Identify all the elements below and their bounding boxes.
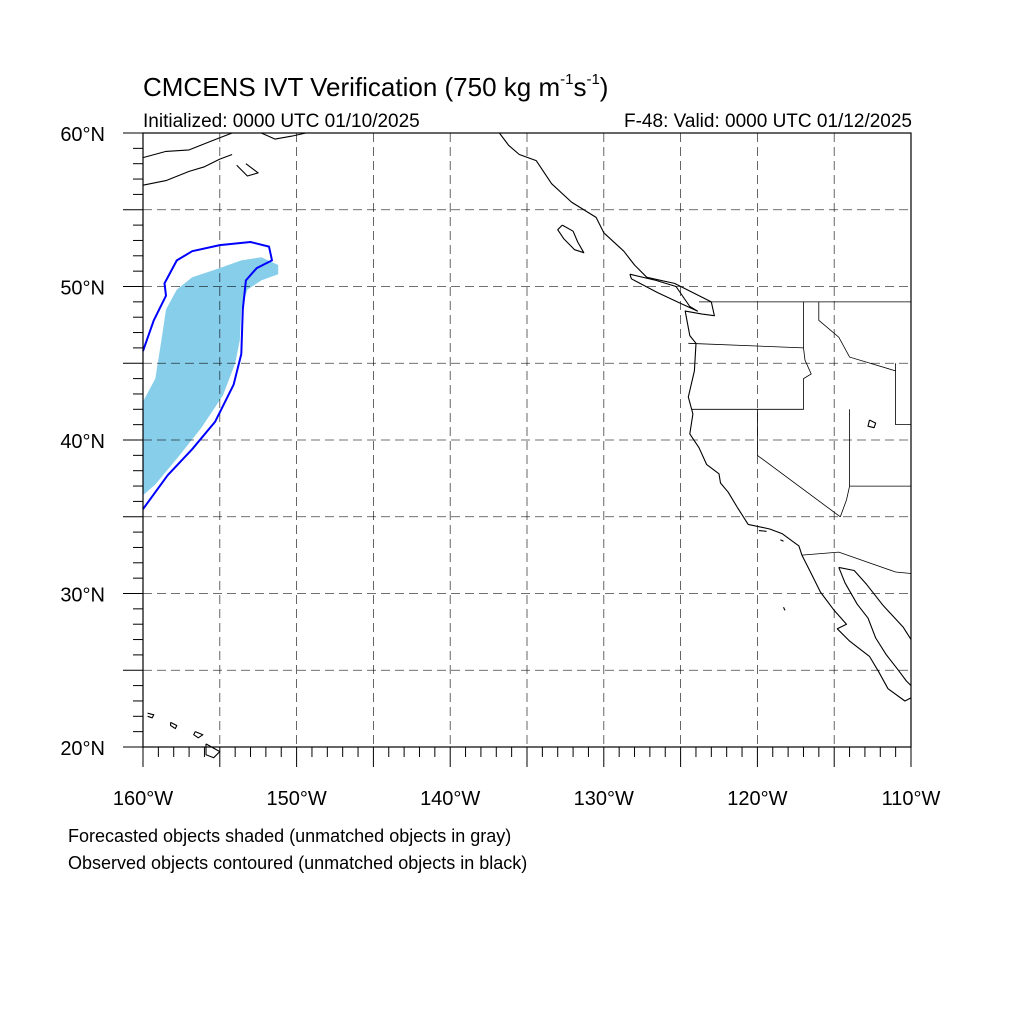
state-border bbox=[839, 409, 850, 517]
lat-label: 40°N bbox=[60, 431, 105, 453]
lat-label: 30°N bbox=[60, 585, 105, 607]
coastline bbox=[193, 731, 204, 739]
forecast-object bbox=[143, 257, 279, 496]
coastline bbox=[783, 607, 786, 611]
coastline bbox=[629, 273, 699, 312]
state-border bbox=[895, 363, 911, 426]
coastline bbox=[147, 712, 155, 719]
coastline bbox=[170, 721, 178, 730]
axis-labels: 20°N 30°N 40°N 50°N 60°N 160°W 150°W 140°W 130°W… bbox=[60, 124, 940, 810]
lon-label: 120°W bbox=[727, 788, 787, 810]
coastline bbox=[498, 132, 912, 702]
coastline bbox=[780, 539, 784, 542]
state-border bbox=[818, 301, 896, 372]
coastline bbox=[236, 163, 259, 177]
lon-label: 150°W bbox=[266, 788, 326, 810]
coastlines bbox=[142, 132, 912, 759]
observed-objects-layer bbox=[142, 241, 273, 510]
lon-label: 110°W bbox=[882, 788, 941, 810]
coastline bbox=[261, 132, 306, 140]
gridlines bbox=[143, 133, 911, 747]
lon-label: 160°W bbox=[113, 788, 173, 810]
state-border bbox=[757, 409, 841, 518]
legend-observed-note: Observed objects contoured (unmatched ob… bbox=[68, 853, 528, 873]
forecast-objects-layer bbox=[143, 257, 279, 496]
state-border bbox=[801, 551, 912, 574]
coastline bbox=[142, 153, 233, 186]
valid-time: F-48: Valid: 0000 UTC 01/12/2025 bbox=[624, 111, 912, 132]
coastline bbox=[557, 224, 585, 254]
lat-label: 50°N bbox=[60, 278, 105, 300]
coastline bbox=[142, 132, 233, 159]
coastline bbox=[758, 530, 767, 532]
state-border bbox=[688, 342, 812, 410]
axis-ticks bbox=[123, 132, 912, 767]
initialized-time: Initialized: 0000 UTC 01/10/2025 bbox=[143, 111, 420, 132]
state-borders bbox=[688, 301, 912, 574]
coastline bbox=[838, 566, 912, 640]
observed-object-contour bbox=[142, 241, 273, 510]
lon-label: 140°W bbox=[420, 788, 480, 810]
coastline bbox=[838, 567, 912, 686]
lon-label: 130°W bbox=[574, 788, 634, 810]
coastline bbox=[867, 419, 877, 429]
lat-label: 60°N bbox=[60, 124, 105, 146]
coastline bbox=[205, 743, 221, 759]
lat-label: 20°N bbox=[60, 738, 105, 760]
legend-forecast-note: Forecasted objects shaded (unmatched obj… bbox=[68, 826, 512, 846]
map-title: CMCENS IVT Verification (750 kg m-1s-1) bbox=[143, 71, 609, 102]
